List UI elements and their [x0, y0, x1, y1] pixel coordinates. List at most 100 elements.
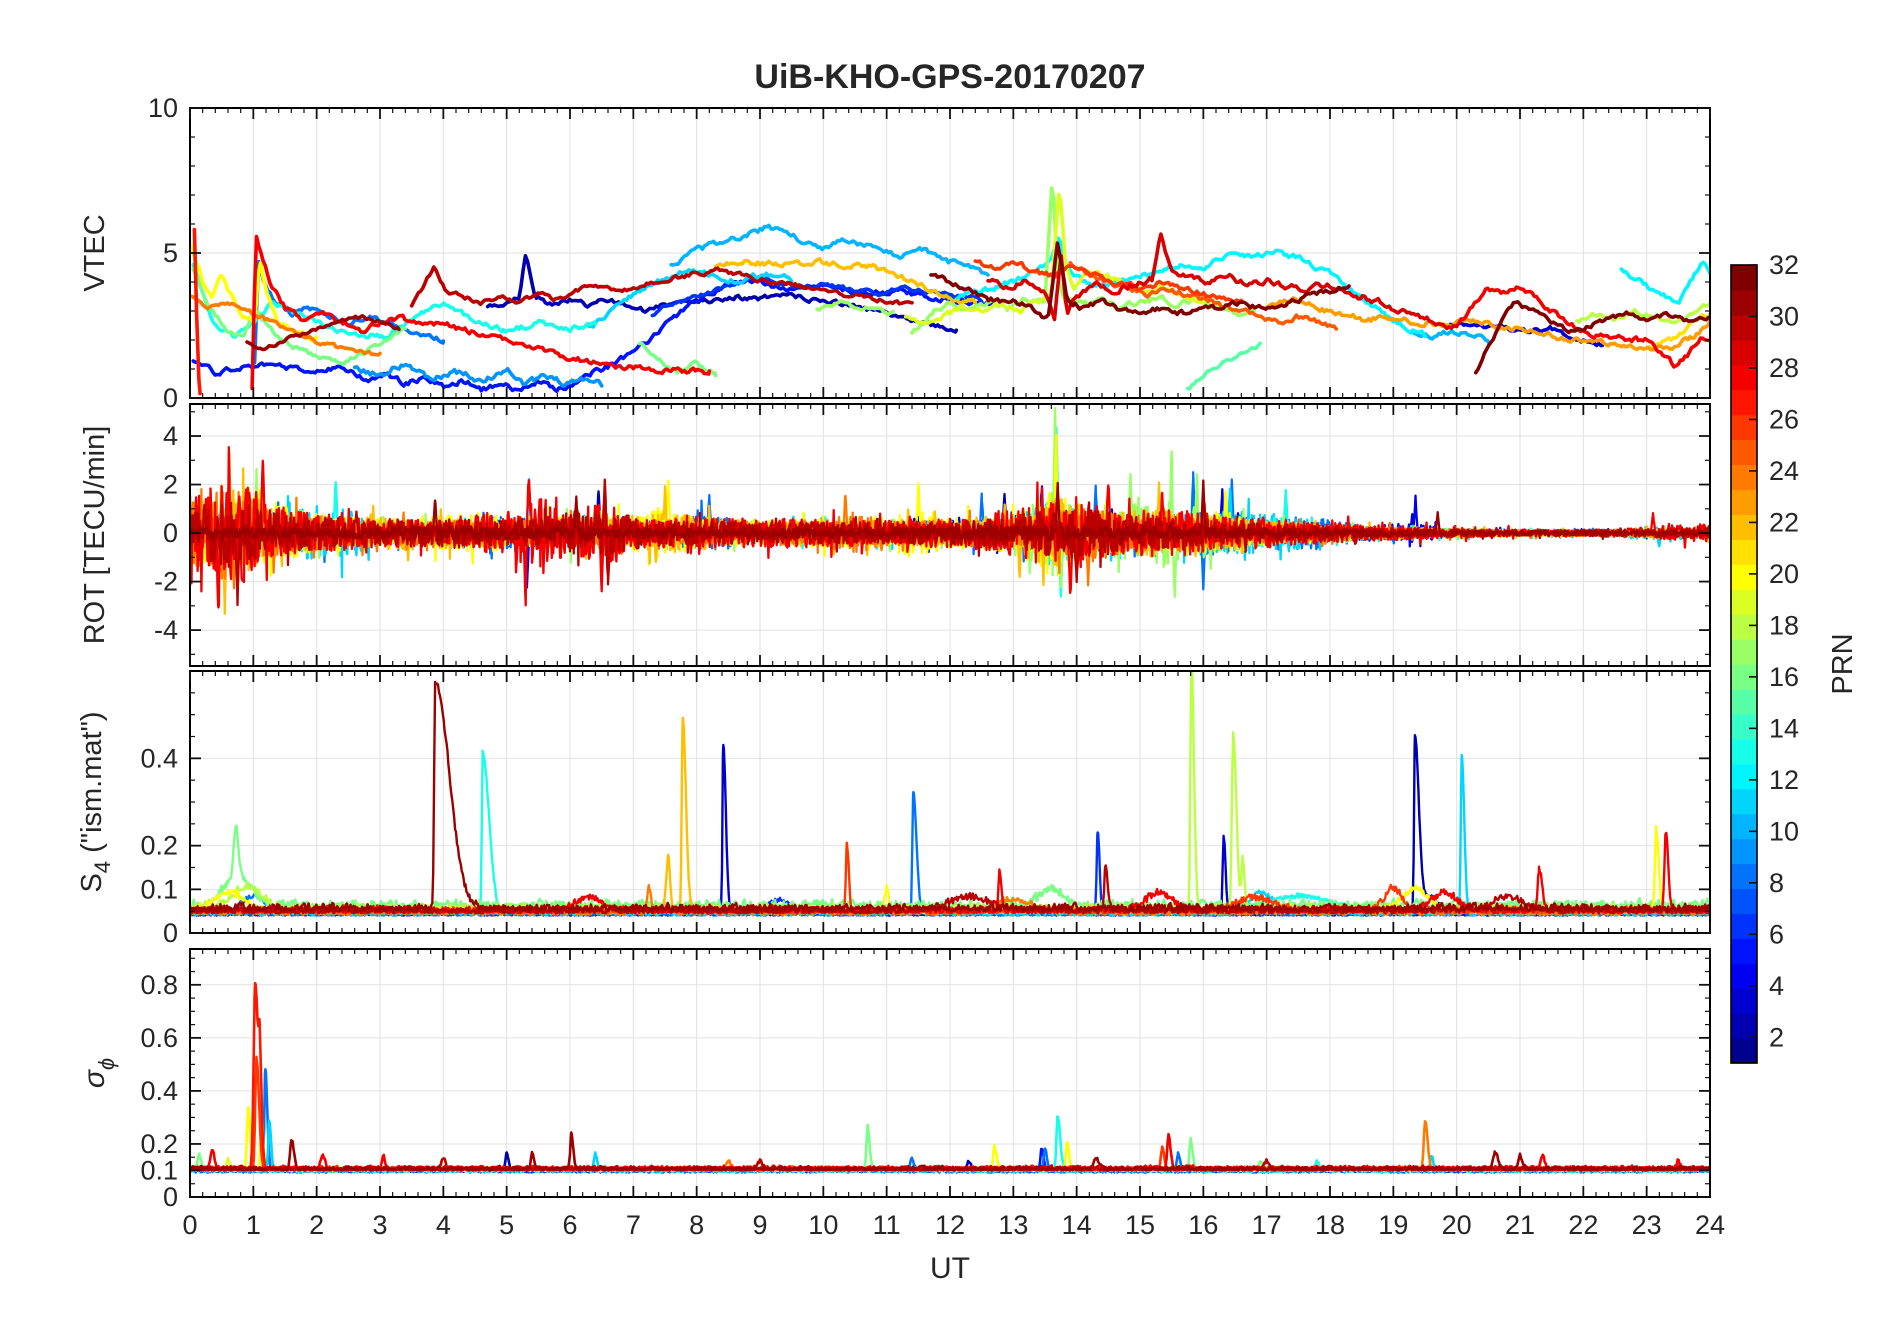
- series-line-prn-17: [815, 299, 895, 317]
- series-line-prn-28: [250, 234, 712, 391]
- series-line-prn-31: [190, 680, 1710, 913]
- colorbar-tick-label: 30: [1769, 301, 1799, 331]
- colorbar-segment: [1731, 589, 1757, 615]
- x-tick-label: 5: [499, 1210, 514, 1240]
- series-line-prn-11: [587, 268, 794, 329]
- colorbar-tick-label: 22: [1769, 507, 1799, 537]
- x-tick-label: 0: [182, 1210, 197, 1240]
- series-line-prn-31: [190, 479, 1710, 545]
- y-tick-label-s4: 0.1: [140, 874, 178, 904]
- panel-sigma: 00.10.20.40.60.80 1 2 3 4 5 6 7 8 9 10 11 12 13 14 15 16…: [140, 948, 1725, 1240]
- x-tick-label: 14: [1062, 1210, 1092, 1240]
- y-axis-label-vtec: VTEC: [79, 214, 111, 291]
- series-line-prn-26: [973, 259, 1244, 304]
- x-tick-label: 17: [1252, 1210, 1282, 1240]
- x-tick-label: 12: [935, 1210, 965, 1240]
- colorbar-tick-label: 12: [1769, 765, 1799, 795]
- series-line-prn-2: [485, 254, 959, 334]
- colorbar-tick-label: 2: [1769, 1022, 1784, 1052]
- colorbar-segment: [1731, 539, 1757, 565]
- x-tick-label: 2: [309, 1210, 324, 1240]
- colorbar-segment: [1731, 389, 1757, 416]
- colorbar-segment: [1731, 988, 1757, 1014]
- colorbar-tick-label: 18: [1769, 610, 1799, 640]
- colorbar-segment: [1731, 265, 1757, 291]
- series-line-prn-16: [637, 341, 718, 378]
- colorbar-segment: [1731, 788, 1757, 815]
- series-line-prn-32: [929, 241, 1351, 320]
- colorbar-tick-label: 24: [1769, 456, 1799, 486]
- y-tick-label-s4: 0.4: [140, 743, 178, 773]
- series-group-rot: [190, 406, 1710, 616]
- series-group-sigma: [190, 981, 1710, 1174]
- y-tick-label-sigma: 0.8: [140, 970, 178, 1000]
- series-line-prn-31: [245, 314, 401, 352]
- x-tick-label: 9: [752, 1210, 767, 1240]
- x-tick-label: 13: [998, 1210, 1028, 1240]
- colorbar-tick-label: 14: [1769, 713, 1799, 743]
- colorbar-segment: [1731, 738, 1757, 765]
- y-tick-label-vtec: 0: [163, 383, 178, 413]
- series-line-prn-31: [190, 1131, 1710, 1172]
- colorbar-segment: [1731, 688, 1757, 715]
- colorbar-segment: [1731, 614, 1757, 640]
- colorbar-tick-label: 10: [1769, 816, 1799, 846]
- y-tick-label-rot: -2: [154, 567, 178, 597]
- y-tick-label-rot: 2: [163, 470, 178, 500]
- y-tick-label-s4: 0.2: [140, 831, 178, 861]
- y-axis-label-sigma-phi: σϕ: [78, 1058, 119, 1088]
- series-line-prn-12: [1619, 260, 1710, 305]
- colorbar-segment: [1731, 639, 1757, 665]
- colorbar-segment: [1731, 514, 1757, 540]
- panel-s4: 0 0.1 0.2 0.4: [140, 670, 1711, 948]
- colorbar-segment: [1731, 314, 1757, 341]
- y-axis-label-rot: ROT [TECU/min]: [79, 426, 111, 645]
- y-tick-label-sigma: 0.2: [140, 1129, 178, 1159]
- colorbar-tick-label: 26: [1769, 404, 1799, 434]
- colorbar-tick-label: 16: [1769, 662, 1799, 692]
- s4-label-rest: ("ism.mat"): [76, 711, 108, 860]
- x-tick-label: 22: [1568, 1210, 1598, 1240]
- colorbar-segment: [1731, 439, 1757, 466]
- series-line-prn-23: [1264, 296, 1710, 352]
- y-tick-label-rot: -4: [154, 615, 178, 645]
- x-tick-label: 1: [246, 1210, 261, 1240]
- x-axis-label: UT: [930, 1252, 970, 1285]
- panel-rot: -4 -2 0 2 4: [154, 403, 1711, 667]
- colorbar-segment: [1731, 863, 1757, 890]
- x-tick-label: 11: [873, 1210, 901, 1240]
- x-tick-label: 3: [372, 1210, 387, 1240]
- series-line-prn-19: [903, 192, 1206, 326]
- x-tick-label: 8: [689, 1210, 704, 1240]
- x-tick-label: 24: [1695, 1210, 1725, 1240]
- colorbar-frame: [1730, 264, 1758, 1064]
- colorbar-segment: [1731, 1013, 1757, 1039]
- x-tick-label: 7: [626, 1210, 641, 1240]
- x-tick-label: 15: [1125, 1210, 1155, 1240]
- series-group-s4: [190, 671, 1710, 917]
- series-line-prn-9: [352, 362, 604, 388]
- colorbar-segment: [1731, 763, 1757, 790]
- colorbar-segment: [1731, 414, 1757, 441]
- x-tick-label: 21: [1505, 1210, 1535, 1240]
- s4-label-subscript: 4: [90, 861, 115, 873]
- colorbar-tick-label: 8: [1769, 868, 1784, 898]
- sigma-label-main: σ: [78, 1068, 111, 1088]
- colorbar-segment: [1731, 838, 1757, 865]
- series-group-vtec: [190, 186, 1710, 396]
- colorbar-tick-label: 6: [1769, 919, 1784, 949]
- x-tick-label: 18: [1315, 1210, 1345, 1240]
- x-tick-label: 19: [1378, 1210, 1408, 1240]
- series-line-prn-16: [191, 266, 408, 366]
- y-tick-label-sigma: 0.4: [140, 1076, 178, 1106]
- colorbar-tick-label: 4: [1769, 971, 1784, 1001]
- y-tick-label-rot: 4: [163, 421, 178, 451]
- colorbar-segment: [1731, 339, 1757, 366]
- y-tick-label-rot: 0: [163, 518, 178, 548]
- series-line-prn-22: [713, 257, 978, 305]
- colorbar-segment: [1731, 1038, 1757, 1064]
- series-line-prn-10: [669, 223, 990, 277]
- colorbar-label: PRN: [1827, 633, 1859, 694]
